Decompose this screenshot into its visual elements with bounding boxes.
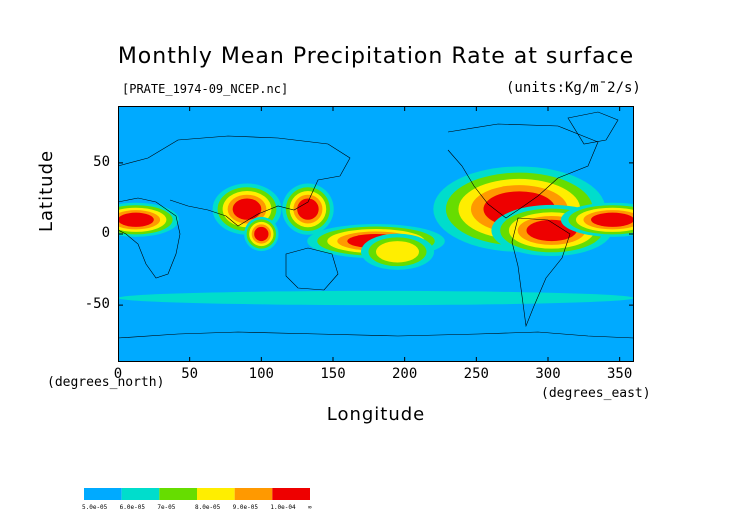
coastlines (118, 111, 634, 339)
y-tick-label-1: 0 (101, 225, 110, 241)
precip-region-6-level-5 (297, 198, 319, 220)
map-plot (118, 106, 634, 362)
x-tick-label-5: 250 (463, 366, 489, 382)
file-label: [PRATE_1974-09_NCEP.nc] (122, 82, 289, 96)
precip-region-5-level-5 (254, 226, 269, 242)
colorbar-label-3: 8.0e-05 (195, 504, 221, 511)
precip-region-3-level-5 (118, 212, 154, 227)
x-tick-label-7: 350 (607, 366, 633, 382)
tick-marks (118, 106, 634, 362)
coast-eurasia (118, 135, 351, 227)
precip-region-4-level-5 (232, 198, 262, 220)
precip-region-2-level-5 (591, 212, 634, 227)
x-tick-label-4: 200 (392, 366, 418, 382)
colorbar-swatch-5 (272, 488, 310, 500)
colorbar-swatch-4 (234, 488, 273, 500)
coast-south-america (511, 217, 571, 328)
colorbar-swatch-2 (159, 488, 197, 500)
colorbar-label-4: 9.0e-05 (232, 504, 258, 511)
x-tick-label-6: 300 (535, 366, 561, 382)
x-tick-label-3: 150 (320, 366, 346, 382)
colorbar-label-5: 1.0e-04 (270, 504, 296, 511)
chart-title: Monthly Mean Precipitation Rate at surfa… (117, 44, 635, 69)
colorbar-label-0: 5.0e-05 (82, 504, 108, 511)
colorbar-swatch-1 (121, 488, 160, 500)
x-tick-label-2: 100 (248, 366, 274, 382)
precip-region-9-level-1 (118, 290, 634, 306)
colorbar-swatch-3 (197, 488, 235, 500)
coast-antarctica (118, 331, 634, 339)
precip-region-8-level-3 (376, 241, 419, 263)
coast-australia (285, 247, 339, 291)
x-unit-label: (degrees_north) (47, 375, 165, 390)
colorbar-label-1: 6.0e-05 (119, 504, 145, 511)
y-tick-label-0: 50 (93, 153, 110, 170)
x-tick-label-1: 50 (181, 366, 199, 382)
x-axis-label: Longitude (326, 404, 426, 425)
coast-greenland (567, 111, 619, 145)
precip-regions (118, 166, 634, 306)
y-axis-label: Latitude (36, 149, 57, 232)
coast-africa (118, 197, 181, 279)
colorbar-label-6: ∞ (308, 504, 312, 511)
x-tick-label-0: 0 (113, 366, 123, 382)
colorbar-swatch-0 (84, 488, 122, 500)
colorbar-label-2: 7e-05 (157, 504, 176, 511)
units-label: (units:Kg/m¯2/s) (506, 80, 641, 96)
y-unit-label: (degrees_east) (541, 386, 651, 401)
y-tick-label-2: -50 (84, 296, 110, 313)
colorbar (84, 488, 310, 500)
coast-north-america (447, 123, 599, 219)
